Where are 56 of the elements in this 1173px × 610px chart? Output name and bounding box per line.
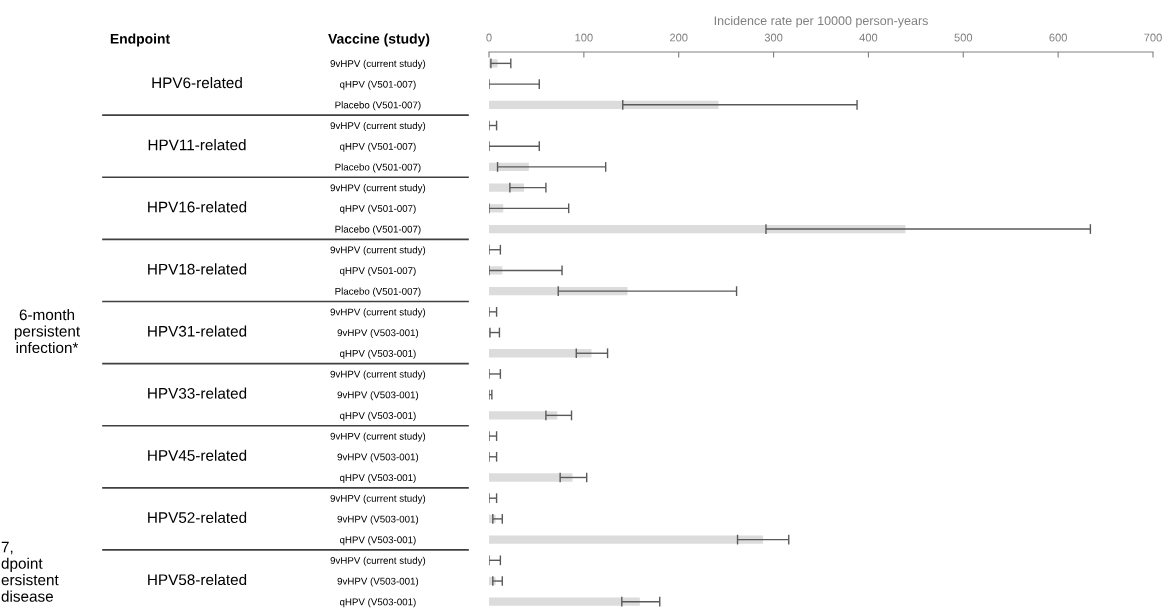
x-tick-label: 0: [486, 33, 492, 42]
text: HPV33-related: [148, 387, 247, 399]
y-tick-label: 9vHPV (current study): [330, 370, 426, 380]
text: HPV45-related: [148, 449, 247, 461]
y-tick-label: Placebo (V501-007): [335, 225, 421, 235]
y-tick-label: qHPV (V501-007): [339, 80, 416, 90]
text: Vaccine (study): [328, 33, 430, 47]
y-tick-label: 9vHPV (current study): [330, 246, 426, 256]
y-tick-label: qHPV (V503-001): [339, 536, 416, 546]
text: 7, dpoint ersistent disease: [1, 541, 59, 602]
y-tick-label: 9vHPV (V503-001): [337, 515, 419, 525]
y-tick-label: 9vHPV (current study): [330, 556, 426, 566]
y-tick-label: 9vHPV (V503-001): [337, 391, 419, 401]
text: Endpoint: [110, 33, 170, 47]
text: 6-month persistent infection*: [14, 308, 81, 354]
y-tick-label: qHPV (V503-001): [339, 473, 416, 484]
bar: [489, 349, 592, 358]
y-tick-label: 9vHPV (V503-001): [337, 453, 419, 463]
y-tick-label: 9vHPV (current study): [330, 432, 426, 442]
y-tick-label: 9vHPV (current study): [330, 308, 426, 318]
text: HPV6-related: [152, 76, 242, 89]
bar: [489, 100, 719, 109]
y-tick-label: 9vHPV (current study): [330, 184, 426, 194]
text: HPV16-related: [148, 201, 247, 213]
x-tick-label: 300: [764, 33, 783, 42]
y-tick-label: qHPV (V503-001): [339, 411, 416, 421]
y-tick-label: 9vHPV (V503-001): [337, 577, 419, 587]
y-tick-label: Placebo (V501-007): [335, 163, 421, 173]
bar: [489, 183, 525, 192]
x-tick-label: 100: [575, 33, 593, 42]
y-tick-label: qHPV (V503-001): [339, 598, 416, 608]
y-tick-label: qHPV (V503-001): [339, 349, 416, 359]
text: HPV58-related: [148, 573, 247, 586]
y-tick-label: qHPV (V501-007): [339, 142, 416, 152]
bar: [489, 411, 558, 420]
y-tick-label: qHPV (V501-007): [339, 266, 416, 276]
x-tick-label: 600: [1049, 33, 1067, 42]
y-tick-label: Placebo (V501-007): [335, 287, 421, 297]
y-tick-label: 9vHPV (current study): [330, 59, 426, 69]
text: HPV11-related: [148, 139, 246, 151]
bar: [489, 473, 573, 482]
text: HPV18-related: [148, 263, 247, 275]
y-tick-label: 9vHPV (current study): [330, 494, 426, 504]
y-tick-label: 9vHPV (V503-001): [337, 329, 419, 339]
y-tick-label: Placebo (V501-007): [335, 101, 421, 111]
text: HPV52-related: [148, 511, 247, 523]
bar: [489, 597, 640, 606]
x-tick-label: 700: [1144, 33, 1162, 42]
x-tick-label: 400: [859, 33, 878, 42]
x-axis-title: Incidence rate per 10000 person-years: [714, 15, 928, 28]
x-tick-label: 200: [670, 33, 688, 42]
y-tick-label: qHPV (V501-007): [339, 204, 416, 214]
bar: [489, 535, 764, 544]
text: HPV31-related: [148, 325, 247, 337]
x-tick-label: 500: [954, 33, 973, 42]
y-tick-label: 9vHPV (current study): [330, 121, 426, 132]
